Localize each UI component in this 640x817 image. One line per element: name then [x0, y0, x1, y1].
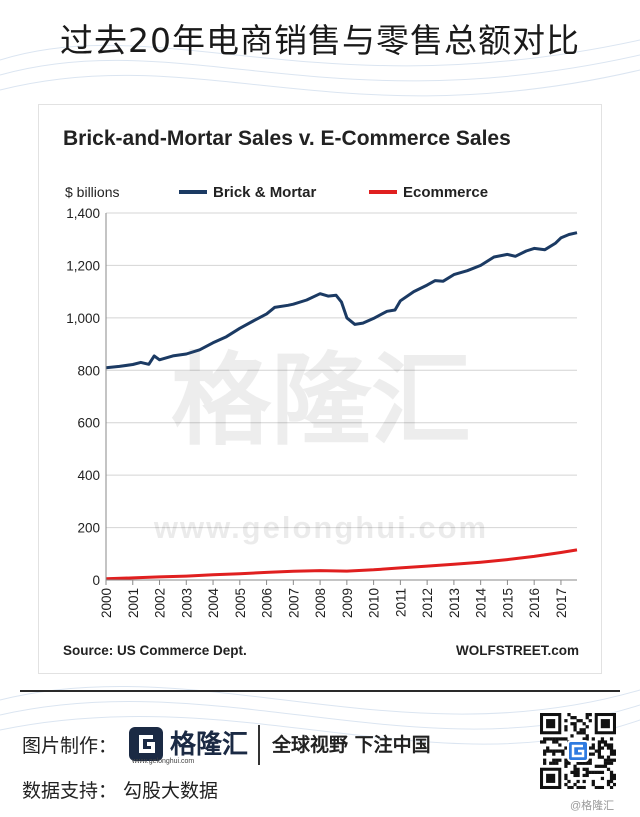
chart-series	[105, 231, 578, 581]
footer-divider	[20, 690, 620, 692]
y-tick-label: 600	[77, 416, 100, 431]
credit-label: 图片制作：	[22, 735, 118, 757]
x-tick-label: 2002	[153, 588, 168, 618]
logo-g-icon	[129, 727, 163, 761]
y-axis-label: $ billions	[65, 184, 119, 200]
x-axis-ticks: 2000 2001 2002 2003 2004 2005 2006 2007 2008 2009…	[99, 580, 569, 618]
qr-code[interactable]	[540, 713, 616, 789]
x-tick-label: 2004	[206, 588, 221, 619]
x-tick-label: 2000	[99, 588, 114, 618]
x-tick-label: 2001	[126, 588, 141, 618]
chart-card: Brick-and-Mortar Sales v. E-Commerce Sal…	[38, 104, 602, 674]
chart-legend: Brick & Mortar Ecommerce	[179, 184, 488, 201]
y-tick-label: 200	[77, 521, 100, 536]
y-tick-label: 1,400	[66, 206, 100, 221]
legend-label: Brick & Mortar	[213, 184, 317, 201]
x-tick-label: 2008	[313, 588, 328, 618]
y-axis-ticks: 0 200 400 600 800 1,000 1,200 1,400	[66, 206, 100, 588]
page-title: 过去20年电商销售与零售总额对比	[60, 21, 580, 60]
y-tick-label: 0	[92, 573, 100, 588]
x-tick-label: 2014	[474, 588, 489, 619]
x-tick-label: 2013	[447, 588, 462, 618]
x-tick-label: 2006	[260, 588, 275, 618]
x-tick-label: 2003	[179, 588, 194, 618]
source-note: Source: US Commerce Dept.	[63, 643, 247, 658]
slogan: 全球视野 下注中国	[272, 734, 431, 756]
logo-name: 格隆汇	[170, 730, 249, 760]
x-tick-label: 2010	[367, 588, 382, 618]
line-chart: Brick-and-Mortar Sales v. E-Commerce Sal…	[63, 127, 579, 658]
watermark-cn: 格隆汇	[171, 342, 471, 459]
watermark: 格隆汇 www.gelonghui.com	[153, 342, 488, 545]
credit-note: WOLFSTREET.com	[456, 643, 579, 658]
gelonghui-logo[interactable]: 格隆汇 www.gelonghui.com	[128, 724, 248, 768]
y-tick-label: 1,000	[66, 311, 100, 326]
watermark-url: www.gelonghui.com	[153, 510, 488, 545]
x-tick-label: 2009	[340, 588, 355, 618]
x-tick-label: 2005	[233, 588, 248, 618]
series-line-ecommerce	[105, 548, 578, 581]
x-tick-label: 2012	[420, 588, 435, 618]
legend-label: Ecommerce	[403, 184, 488, 201]
x-tick-label: 2007	[286, 588, 301, 618]
y-tick-label: 400	[77, 468, 100, 483]
slogan-divider	[258, 725, 260, 765]
x-tick-label: 2011	[393, 588, 408, 617]
x-tick-label: 2015	[500, 588, 515, 618]
logo-url: www.gelonghui.com	[132, 758, 195, 765]
qr-caption: @格隆汇	[570, 800, 615, 812]
series-line-brick-mortar	[105, 231, 578, 370]
chart-title: Brick-and-Mortar Sales v. E-Commerce Sal…	[63, 127, 511, 150]
x-tick-label: 2017	[554, 588, 569, 618]
data-support-label: 数据支持： 勾股大数据	[22, 780, 219, 802]
y-tick-label: 1,200	[66, 258, 100, 273]
x-tick-label: 2016	[527, 588, 542, 618]
y-tick-label: 800	[77, 363, 100, 378]
